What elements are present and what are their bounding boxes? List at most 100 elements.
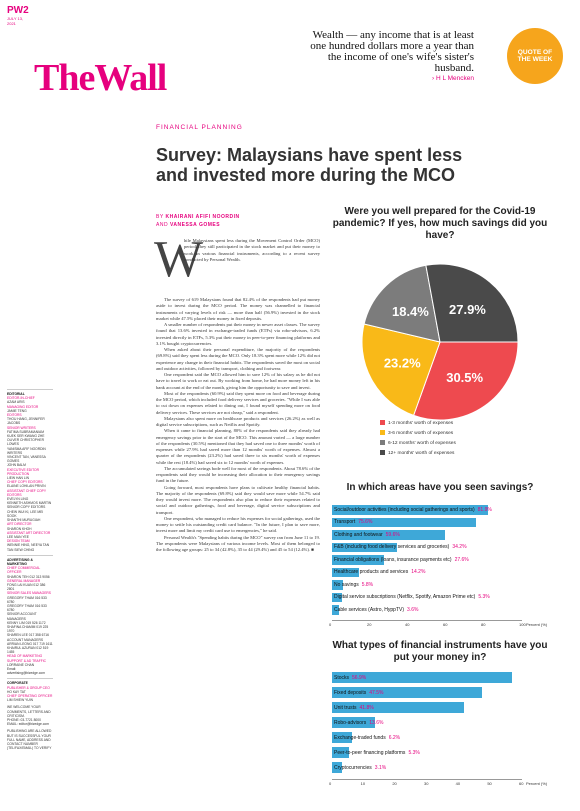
bar-category-text: Clothing and footwear bbox=[334, 531, 383, 538]
bar-category-label: No savings 5.8% bbox=[334, 582, 373, 588]
bar-category-label: Healthcare products and services 14.2% bbox=[334, 569, 425, 575]
credits-line: WRITERS bbox=[7, 450, 23, 455]
bar bbox=[332, 717, 376, 728]
bar bbox=[332, 672, 513, 683]
article-paragraph: The accumulated savings bode well for mo… bbox=[156, 465, 320, 484]
bar-category-text: F&B (including food delivery services an… bbox=[334, 544, 450, 551]
pie-slice-label: 18.4% bbox=[392, 304, 429, 319]
credits-section-heading: CORPORATE bbox=[7, 678, 53, 685]
bar-value-label: 34.2% bbox=[452, 544, 467, 551]
bar-category-label: Cable services (Astro, HyppTV) 3.6% bbox=[334, 607, 418, 613]
page-number: PW2 bbox=[7, 5, 29, 16]
bar-category-text: Transport bbox=[334, 519, 356, 526]
bar bbox=[332, 530, 446, 540]
credits-line: JAMIE TENG bbox=[7, 408, 27, 413]
credits-line: SENIOR ACCOUNT MANAGERS bbox=[7, 612, 37, 621]
credits-line: CHIEF COPY EDITORS bbox=[7, 480, 43, 485]
credits-line: CHIEF COMMERCIAL OFFICER bbox=[7, 566, 41, 575]
article-paragraph: When asked about their personal expendit… bbox=[156, 347, 320, 371]
x-tick-label: 100 bbox=[519, 621, 526, 627]
bar bbox=[332, 580, 344, 590]
x-tick-label: 0 bbox=[329, 781, 332, 786]
x-axis bbox=[332, 779, 522, 780]
x-tick-label: 20 bbox=[367, 621, 372, 627]
bar-category-text: Exchange-traded funds bbox=[334, 734, 386, 741]
bar bbox=[332, 505, 488, 515]
credits-section-heading: EDITORIAL bbox=[7, 389, 53, 396]
credits-line: Email: advertising@bizedge.com bbox=[7, 667, 45, 676]
bar-value-label: 41.8% bbox=[359, 704, 374, 711]
credits-line: SENIOR WRITERS bbox=[7, 425, 36, 430]
credits-line: MANAGING EDITOR bbox=[7, 404, 39, 409]
section-kicker: FINANCIAL PLANNING bbox=[156, 124, 243, 131]
credits-line: ASSISTANT CHIEF COPY EDITORS bbox=[7, 488, 47, 497]
bar-category-label: Social/outdoor activities (including soc… bbox=[334, 507, 492, 513]
quote-text: Wealth — any income that is at least one… bbox=[310, 29, 474, 74]
credits-line: WE WELCOME YOUR COMMENTS, LETTERS AND CR… bbox=[7, 705, 51, 718]
credits-line: CHEW WUI KI, LEE MEI SOOK bbox=[7, 509, 44, 518]
legend-label: 1-3 months' worth of expenses bbox=[388, 420, 454, 426]
credits-line: SHAFINA CHAMIM 019 225 1970 bbox=[7, 624, 49, 634]
credits-line: KENNETH ASHMOS MARTIN bbox=[7, 501, 52, 506]
credits-line: ARRIAN LEONG 017 719 1611 bbox=[7, 641, 53, 646]
lead-paragraph: hile Malaysians spent less during the Mo… bbox=[184, 238, 320, 262]
x-axis-unit: Percent (%) bbox=[526, 621, 548, 627]
credits-line: KHAIRUL AZURAN 012 519 1455 bbox=[7, 645, 49, 655]
bar bbox=[332, 687, 483, 698]
x-axis bbox=[332, 619, 522, 621]
pie-slice bbox=[412, 341, 519, 421]
x-tick-label: 20 bbox=[392, 781, 397, 786]
credits-line: HO KAY TAT bbox=[7, 689, 26, 694]
x-tick-label: 40 bbox=[455, 781, 461, 786]
pie-slice bbox=[363, 264, 441, 343]
credits-line: SHARON TEH 012 313 9056 bbox=[7, 574, 50, 579]
byline-author-2: VANESSA GOMES bbox=[169, 222, 221, 228]
pie-legend-item: 12+ months' worth of expenses bbox=[380, 450, 454, 456]
bar-category-text: No savings bbox=[334, 581, 359, 588]
bar-category-label: Peer-to-peer financing platforms 5.3% bbox=[334, 750, 420, 756]
credits-line: WENNIE HING, NEEYA TAN bbox=[7, 543, 50, 548]
bar-category-label: Clothing and footwear 59.6% bbox=[334, 532, 400, 538]
badge-label: QUOTE OF THE WEEK bbox=[517, 48, 553, 64]
credits-line: AZAM ARIS bbox=[7, 400, 25, 405]
bar-value-label: 27.6% bbox=[454, 556, 469, 563]
credits-line: GREGORY THAM 016 533 6780 bbox=[7, 595, 47, 604]
credits-line: EDITORS bbox=[7, 413, 22, 418]
byline-and: AND bbox=[156, 222, 169, 228]
bar-category-text: Stocks bbox=[334, 674, 350, 681]
x-tick-label: 40 bbox=[405, 621, 410, 627]
credits-line: ELAINE LOHILAN PRIVIN bbox=[7, 484, 46, 489]
pie-slice bbox=[425, 263, 519, 343]
byline: BY KHAIRANI AFIFI NOORDIN AND VANESSA GO… bbox=[156, 213, 240, 229]
legend-swatch bbox=[380, 450, 385, 455]
credits-line: YANISMA AFIF NOORDIN bbox=[7, 446, 46, 451]
pie-chart: 30.5% 23.2% 18.4% 27.9% bbox=[361, 263, 519, 421]
x-tick-label: 10 bbox=[360, 781, 366, 786]
bar-category-label: Robo-advisors 13.6% bbox=[334, 720, 383, 726]
savings-bar-chart: Social/outdoor activities (including soc… bbox=[329, 505, 550, 629]
pie-slice-label: 23.2% bbox=[384, 355, 421, 370]
x-tick-label: 30 bbox=[424, 781, 429, 786]
article-paragraph: A smaller number of respondents put thei… bbox=[156, 322, 320, 346]
credits-line: HEAD OF MARKETING SUPPORT & AD TRAFFIC bbox=[7, 654, 47, 663]
bar-category-text: Robo-advisors bbox=[334, 719, 367, 726]
pie-slice bbox=[361, 323, 441, 417]
credits-line: TAN SIEW CHING bbox=[7, 547, 35, 552]
bar-category-text: Fixed deposits bbox=[334, 689, 367, 696]
article-paragraph: The survey of 619 Malaysians found that … bbox=[156, 297, 320, 321]
credits-line: VINCENT TAN, VANESSA GOMES bbox=[7, 455, 46, 464]
bar-value-label: 47.5% bbox=[369, 689, 384, 696]
legend-label: 12+ months' worth of expenses bbox=[388, 450, 455, 456]
bar-value-label: 5.8% bbox=[361, 581, 374, 588]
instruments-chart-title: What types of financial instruments have… bbox=[332, 640, 548, 663]
bar-category-label: F&B (including food delivery services an… bbox=[334, 544, 467, 550]
credits-line: SHARON KHOH bbox=[7, 526, 32, 531]
credits-line: EDITOR-IN-CHIEF bbox=[7, 396, 35, 401]
bar-category-text: Digital service subscriptions (Netflix, … bbox=[334, 594, 476, 601]
bar-category-label: Fixed deposits 47.5% bbox=[334, 690, 383, 696]
pie-legend-item: 1-3 months' worth of expenses bbox=[380, 420, 453, 426]
page-code: PW2 JULY 13, 2021 bbox=[7, 5, 29, 27]
credits-line: LORRAINE CHAN bbox=[7, 662, 35, 667]
bar bbox=[332, 747, 349, 758]
legend-swatch bbox=[380, 420, 385, 425]
